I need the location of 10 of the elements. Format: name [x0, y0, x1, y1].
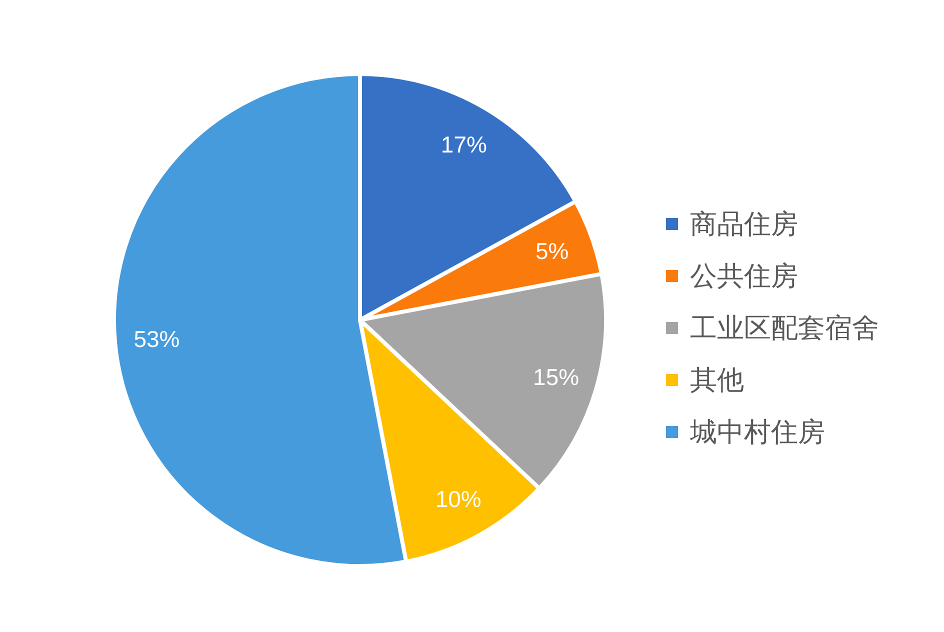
data-label: 53% [134, 326, 180, 352]
legend-label: 商品住房 [690, 209, 798, 239]
legend-label: 城中村住房 [689, 417, 825, 447]
legend-label: 工业区配套宿舍 [690, 313, 879, 343]
data-label: 17% [440, 131, 487, 158]
data-label: 10% [435, 486, 482, 512]
data-label: 15% [533, 364, 580, 390]
data-label: 5% [535, 238, 569, 264]
legend-label: 公共住房 [690, 261, 798, 291]
legend-label: 其他 [690, 365, 744, 395]
